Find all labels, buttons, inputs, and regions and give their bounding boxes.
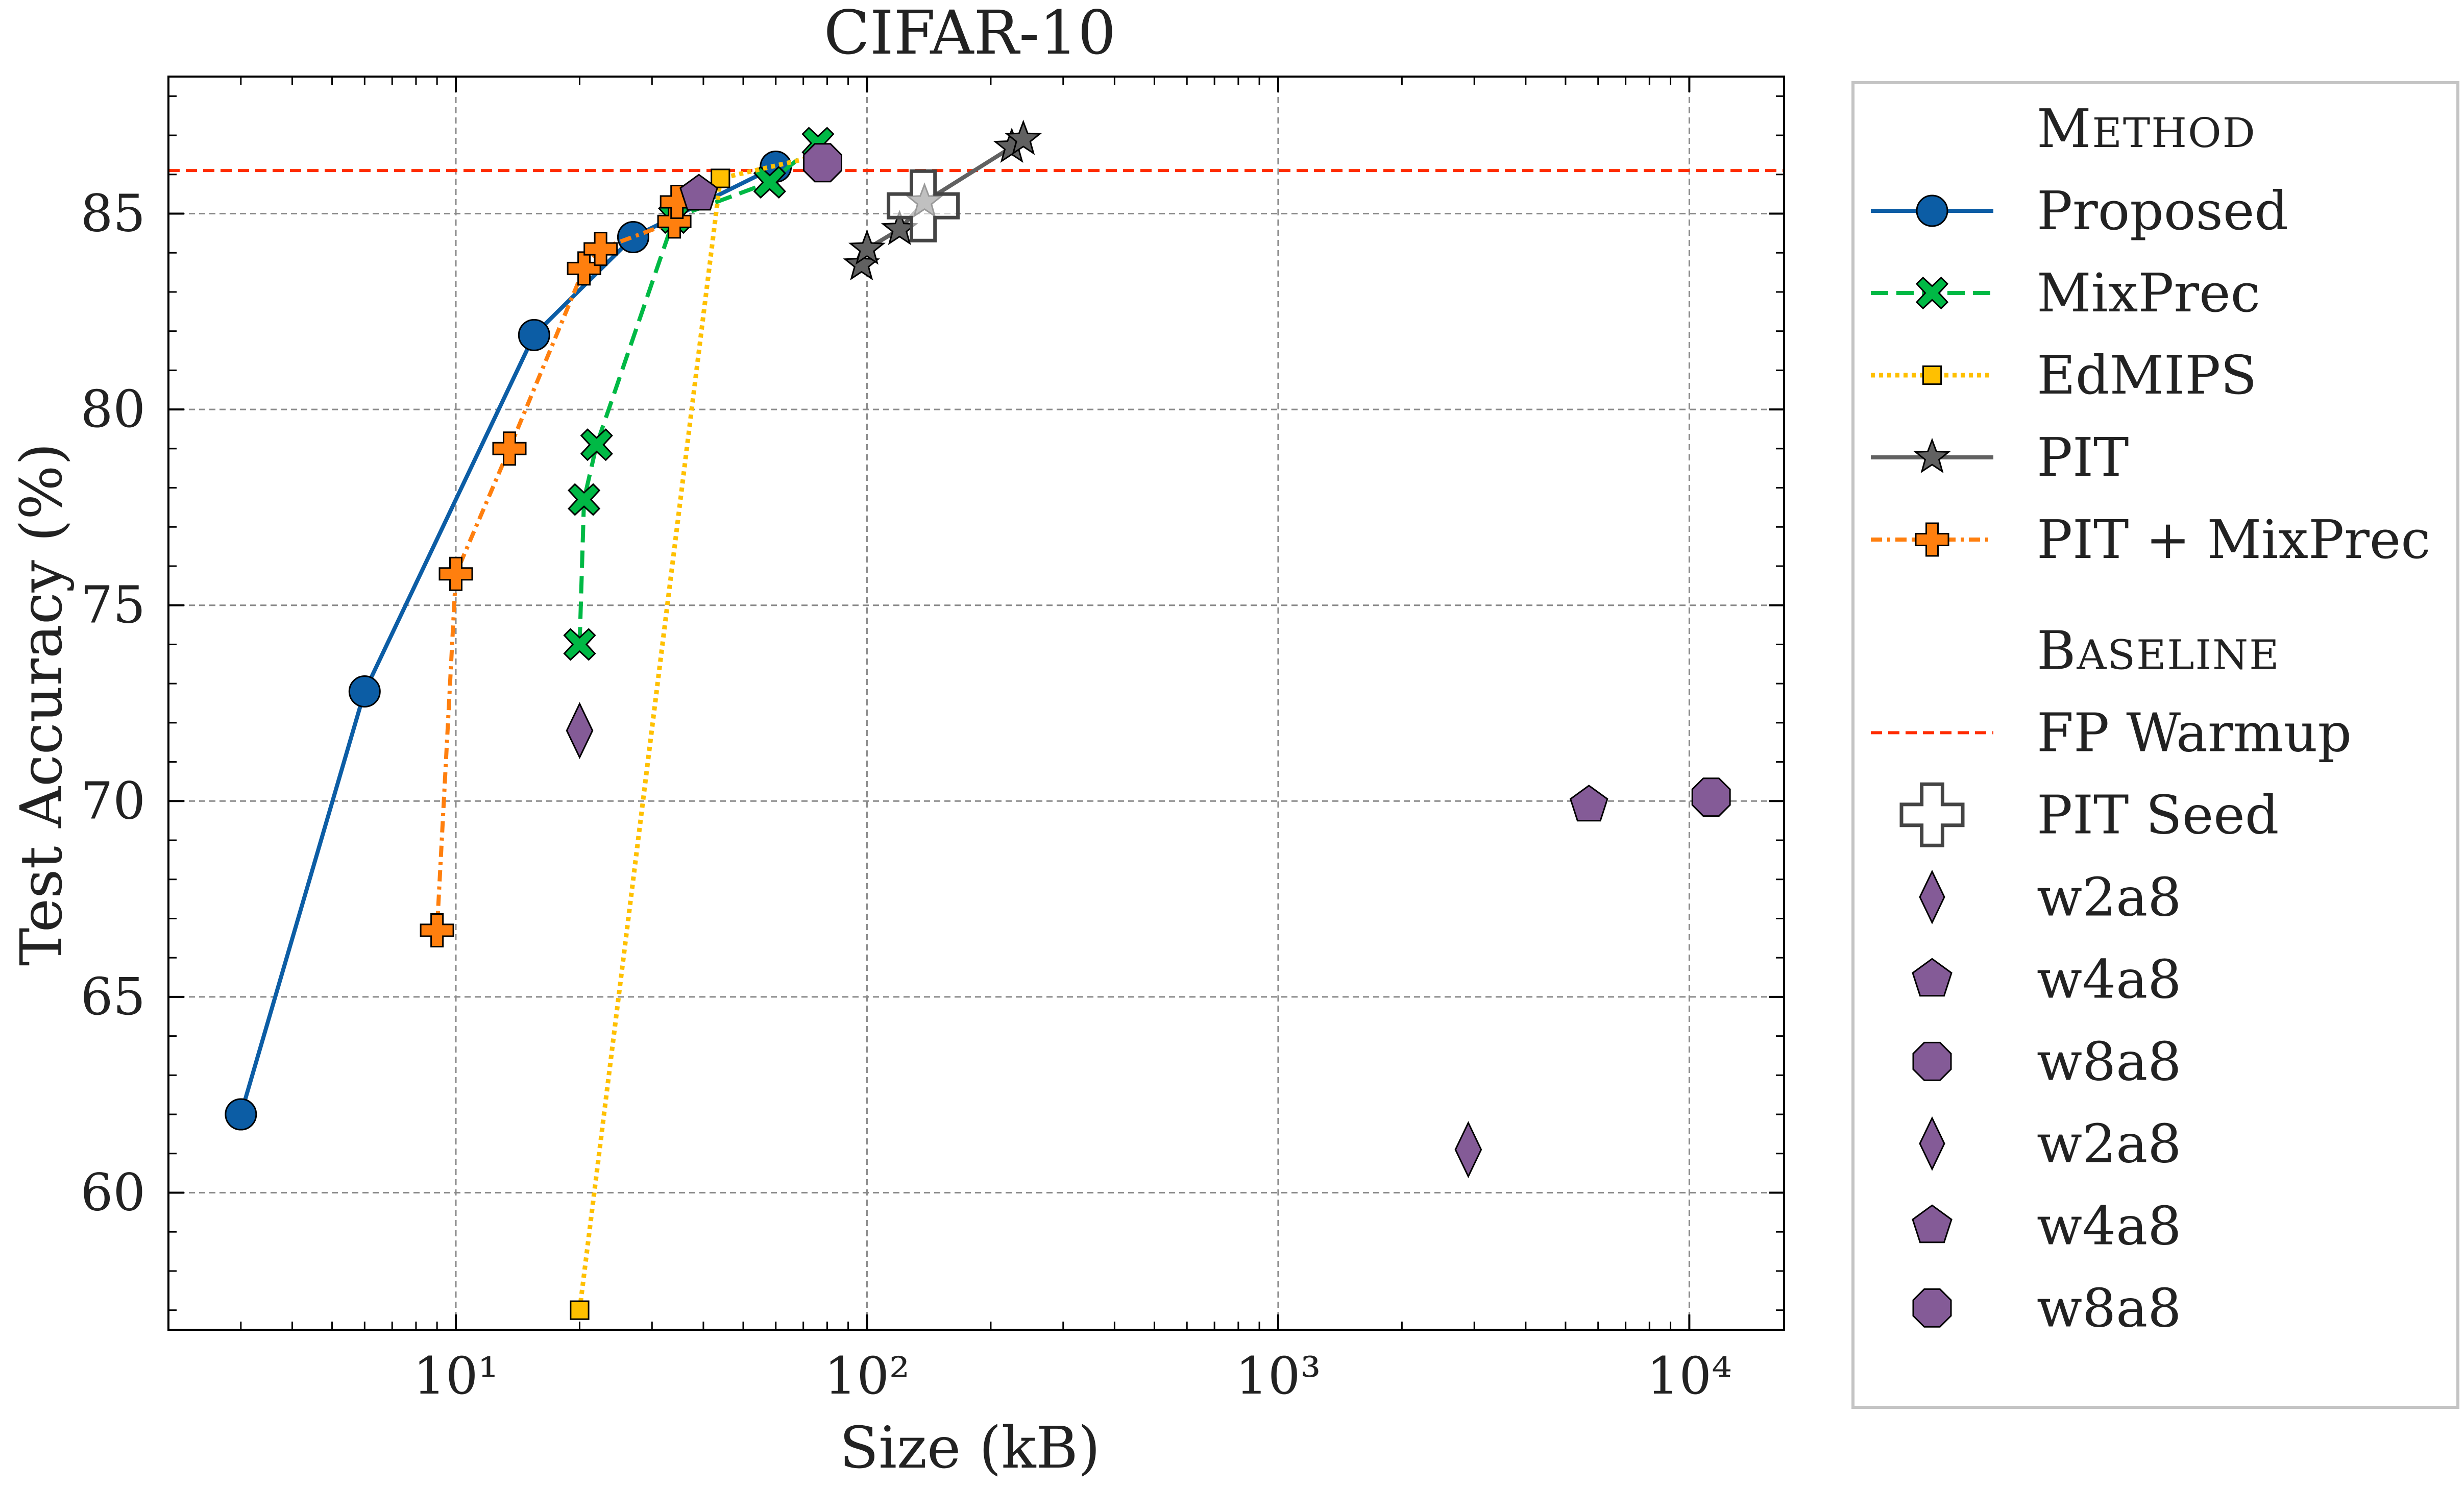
series-pit-mixprec [420,185,694,947]
legend-label: w8a8 [2037,1277,2181,1339]
y-tick-label: 65 [81,967,145,1027]
y-tick-label: 75 [81,575,145,635]
legend: METHOD Proposed MixPrec EdMIPS PIT PIT + MixP… [1851,81,2459,1409]
legend-label: w4a8 [2037,948,2181,1010]
legend-label: FP Warmup [2037,701,2352,764]
chart-title: CIFAR-10 [824,0,1116,68]
y-axis-label: Test Accuracy (%) [9,443,75,966]
legend-label: MixPrec [2037,262,2260,324]
legend-label: PIT + MixPrec [2037,508,2431,571]
data-point [580,428,613,461]
data-point [711,168,730,188]
legend-label: PIT [2037,426,2129,489]
legend-marker [1913,437,1951,473]
series-line [577,153,823,1311]
legend-marker-w4a8 [1912,1204,1953,1243]
data-point [753,166,786,199]
data-point [583,232,618,266]
legend-marker [1916,194,1948,227]
y-tick-label: 70 [81,771,145,831]
legend-label: w2a8 [2037,866,2181,928]
grid-lines [168,77,1784,1330]
baseline-w2a8 [1454,1121,1482,1179]
legend-label: w2a8 [2037,1112,2181,1175]
legend-label: w8a8 [2037,1030,2181,1092]
legend-section-header: BASELINE [2037,619,2280,681]
data-point [568,483,601,516]
y-tick-label: 85 [81,184,145,243]
data-point [617,221,649,254]
data-point [570,1300,590,1320]
legend-marker-w2a8 [1919,1116,1945,1171]
legend-label: w4a8 [2037,1194,2181,1257]
x-tick-label: 10⁴ [1647,1346,1732,1406]
baseline-w8a8 [803,143,842,183]
legend-marker-w2a8 [1919,869,1945,924]
x-tick-label: 10¹ [413,1346,498,1406]
legend-label: EdMIPS [2037,344,2257,406]
x-tick-label: 10³ [1235,1346,1321,1406]
data-point [348,675,381,708]
data-point [563,628,596,661]
legend-marker [1915,522,1949,557]
y-tick-label: 80 [81,379,145,439]
legend-section-header: METHOD [2037,97,2256,160]
data-point [225,1098,257,1131]
data-point [1005,119,1042,155]
legend-label: PIT Seed [2037,784,2279,846]
plot-frame [167,76,1785,1331]
baseline-pit-seed [887,169,960,242]
baseline-w2a8 [566,702,594,760]
legend-marker-w4a8 [1912,958,1953,997]
data-point [848,229,886,265]
legend-marker-pit-seed [1899,782,1965,847]
y-tick-label: 60 [81,1162,145,1222]
legend-marker-w8a8 [1912,1288,1952,1328]
legend-entry-mixprec [1871,276,1993,310]
legend-marker-w8a8 [1912,1041,1952,1081]
legend-entry-pit [1871,437,1993,473]
ticks [167,77,1784,1330]
plot-area: 60 65 70 75 80 85 10¹ 10² 10³ 10⁴ [81,76,1785,1406]
legend-entry-pit-mixprec [1871,522,1993,557]
x-axis-label: Size (kB) [840,1415,1101,1481]
data-point [567,251,601,286]
data-point [518,319,550,351]
baseline-w4a8 [1569,785,1608,822]
legend-entry-proposed [1871,194,1993,227]
data-point [420,913,454,947]
legend-entry-edmips [1871,365,1993,385]
legend-box [1851,81,2459,1409]
legend-label: Proposed [2037,180,2288,242]
legend-marker [1915,276,1949,310]
baseline-w8a8 [1691,777,1731,817]
data-point [438,556,473,591]
baseline-w4a8 [679,174,718,211]
legend-marker [1922,365,1942,385]
data-point [492,431,527,466]
x-tick-label: 10² [824,1346,910,1406]
